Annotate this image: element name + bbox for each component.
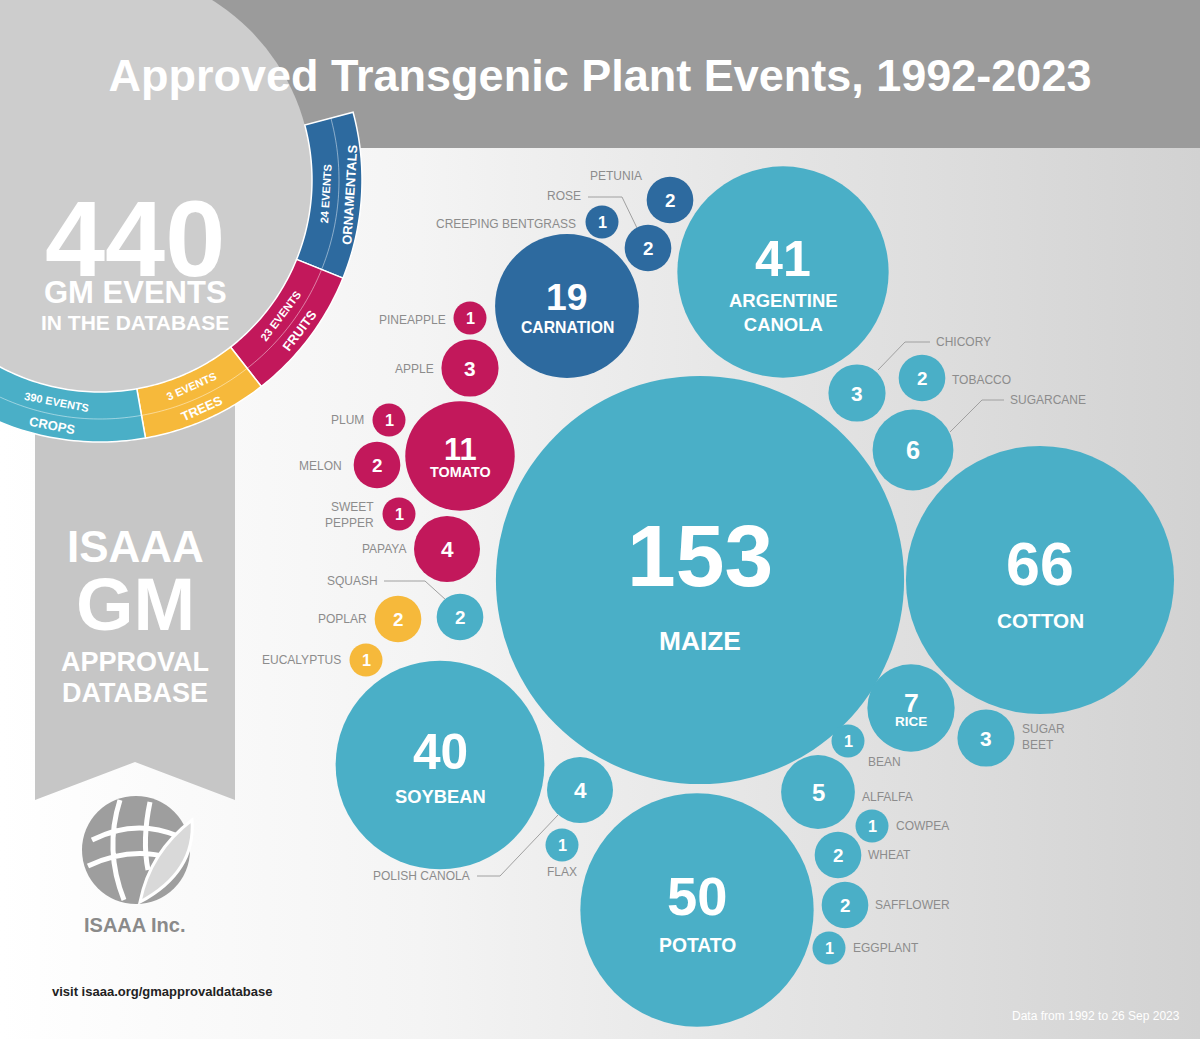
svg-text:3 EVENTS: 3 EVENTS (165, 370, 218, 403)
svg-text:1: 1 (825, 939, 834, 957)
svg-text:CREEPING BENTGRASS: CREEPING BENTGRASS (436, 217, 576, 231)
svg-text:GM: GM (76, 563, 195, 646)
svg-text:IN THE DATABASE: IN THE DATABASE (41, 311, 229, 334)
svg-text:41: 41 (755, 231, 811, 287)
svg-text:MELON: MELON (299, 459, 342, 473)
svg-text:ORNAMENTALS: ORNAMENTALS (339, 144, 360, 245)
svg-text:1: 1 (558, 836, 567, 854)
svg-text:SUGARBEET: SUGARBEET (1022, 722, 1065, 752)
svg-text:ARGENTINECANOLA: ARGENTINECANOLA (729, 290, 838, 335)
svg-text:153: 153 (627, 507, 773, 605)
svg-text:1: 1 (598, 213, 607, 231)
svg-text:SAFFLOWER: SAFFLOWER (875, 898, 950, 912)
svg-text:2: 2 (643, 238, 654, 259)
svg-text:3: 3 (464, 357, 476, 380)
svg-text:2: 2 (372, 455, 383, 476)
svg-text:TOMATO: TOMATO (430, 464, 491, 480)
svg-text:FRUITS: FRUITS (279, 307, 319, 354)
svg-text:1: 1 (362, 651, 371, 669)
svg-text:11: 11 (444, 432, 477, 467)
svg-text:visit isaaa.org/gmapprovaldata: visit isaaa.org/gmapprovaldatabase (52, 984, 272, 999)
svg-text:DATABASE: DATABASE (62, 678, 208, 708)
svg-text:EGGPLANT: EGGPLANT (853, 941, 919, 955)
svg-text:BEAN: BEAN (868, 755, 901, 769)
svg-text:7: 7 (904, 688, 919, 718)
svg-text:Approved Transgenic Plant Even: Approved Transgenic Plant Events, 1992-2… (109, 50, 1092, 101)
svg-text:50: 50 (667, 866, 727, 927)
svg-text:PAPAYA: PAPAYA (362, 542, 406, 556)
svg-text:EUCALYPTUS: EUCALYPTUS (262, 653, 341, 667)
svg-text:SUGARCANE: SUGARCANE (1010, 393, 1086, 407)
svg-text:1: 1 (868, 817, 877, 835)
svg-text:SWEETPEPPER: SWEETPEPPER (325, 500, 374, 530)
svg-text:24 EVENTS: 24 EVENTS (318, 164, 334, 224)
svg-text:4: 4 (574, 778, 587, 803)
svg-text:2: 2 (840, 895, 851, 916)
svg-text:40: 40 (413, 724, 468, 780)
svg-text:TOBACCO: TOBACCO (952, 373, 1011, 387)
svg-text:ROSE: ROSE (547, 189, 581, 203)
svg-text:RICE: RICE (895, 714, 927, 729)
svg-text:PINEAPPLE: PINEAPPLE (379, 313, 446, 327)
svg-text:FLAX: FLAX (547, 865, 577, 879)
svg-text:POLISH CANOLA: POLISH CANOLA (373, 869, 470, 883)
svg-text:COWPEA: COWPEA (896, 819, 949, 833)
svg-text:1: 1 (466, 309, 475, 327)
svg-text:23 EVENTS: 23 EVENTS (258, 289, 303, 344)
svg-text:19: 19 (546, 276, 588, 318)
svg-text:POPLAR: POPLAR (318, 612, 367, 626)
svg-text:CARNATION: CARNATION (521, 319, 614, 336)
svg-text:390 EVENTS: 390 EVENTS (23, 390, 90, 414)
svg-text:COTTON: COTTON (997, 609, 1084, 632)
svg-text:APPROVAL: APPROVAL (61, 647, 209, 677)
svg-text:PLUM: PLUM (331, 413, 364, 427)
svg-text:APPLE: APPLE (395, 362, 434, 376)
svg-text:ISAAA Inc.: ISAAA Inc. (84, 914, 186, 936)
svg-text:5: 5 (812, 779, 825, 806)
svg-text:2: 2 (665, 190, 676, 211)
svg-text:CROPS: CROPS (28, 414, 77, 438)
svg-text:1: 1 (395, 505, 404, 523)
svg-text:3: 3 (980, 727, 992, 750)
svg-text:ALFALFA: ALFALFA (862, 790, 913, 804)
svg-text:TREES: TREES (179, 393, 225, 424)
svg-text:2: 2 (455, 607, 466, 628)
svg-text:4: 4 (441, 537, 454, 562)
svg-text:Data from 1992 to 26 Sep 2023: Data from 1992 to 26 Sep 2023 (1012, 1009, 1180, 1023)
svg-text:PETUNIA: PETUNIA (590, 169, 642, 183)
svg-text:ISAAA: ISAAA (67, 522, 204, 571)
svg-text:2: 2 (917, 368, 928, 389)
svg-text:3: 3 (851, 382, 863, 405)
svg-text:1: 1 (385, 411, 394, 429)
svg-text:440: 440 (45, 178, 225, 299)
svg-text:2: 2 (393, 609, 404, 630)
svg-text:6: 6 (906, 436, 920, 464)
svg-text:1: 1 (844, 732, 853, 750)
svg-text:POTATO: POTATO (659, 935, 736, 956)
svg-text:MAIZE: MAIZE (659, 626, 741, 656)
svg-text:SQUASH: SQUASH (327, 574, 378, 588)
svg-text:WHEAT: WHEAT (868, 848, 911, 862)
svg-text:GM EVENTS: GM EVENTS (44, 275, 227, 310)
svg-text:2: 2 (833, 845, 844, 866)
svg-text:SOYBEAN: SOYBEAN (395, 786, 486, 807)
svg-text:66: 66 (1006, 530, 1074, 598)
svg-text:CHICORY: CHICORY (936, 335, 991, 349)
